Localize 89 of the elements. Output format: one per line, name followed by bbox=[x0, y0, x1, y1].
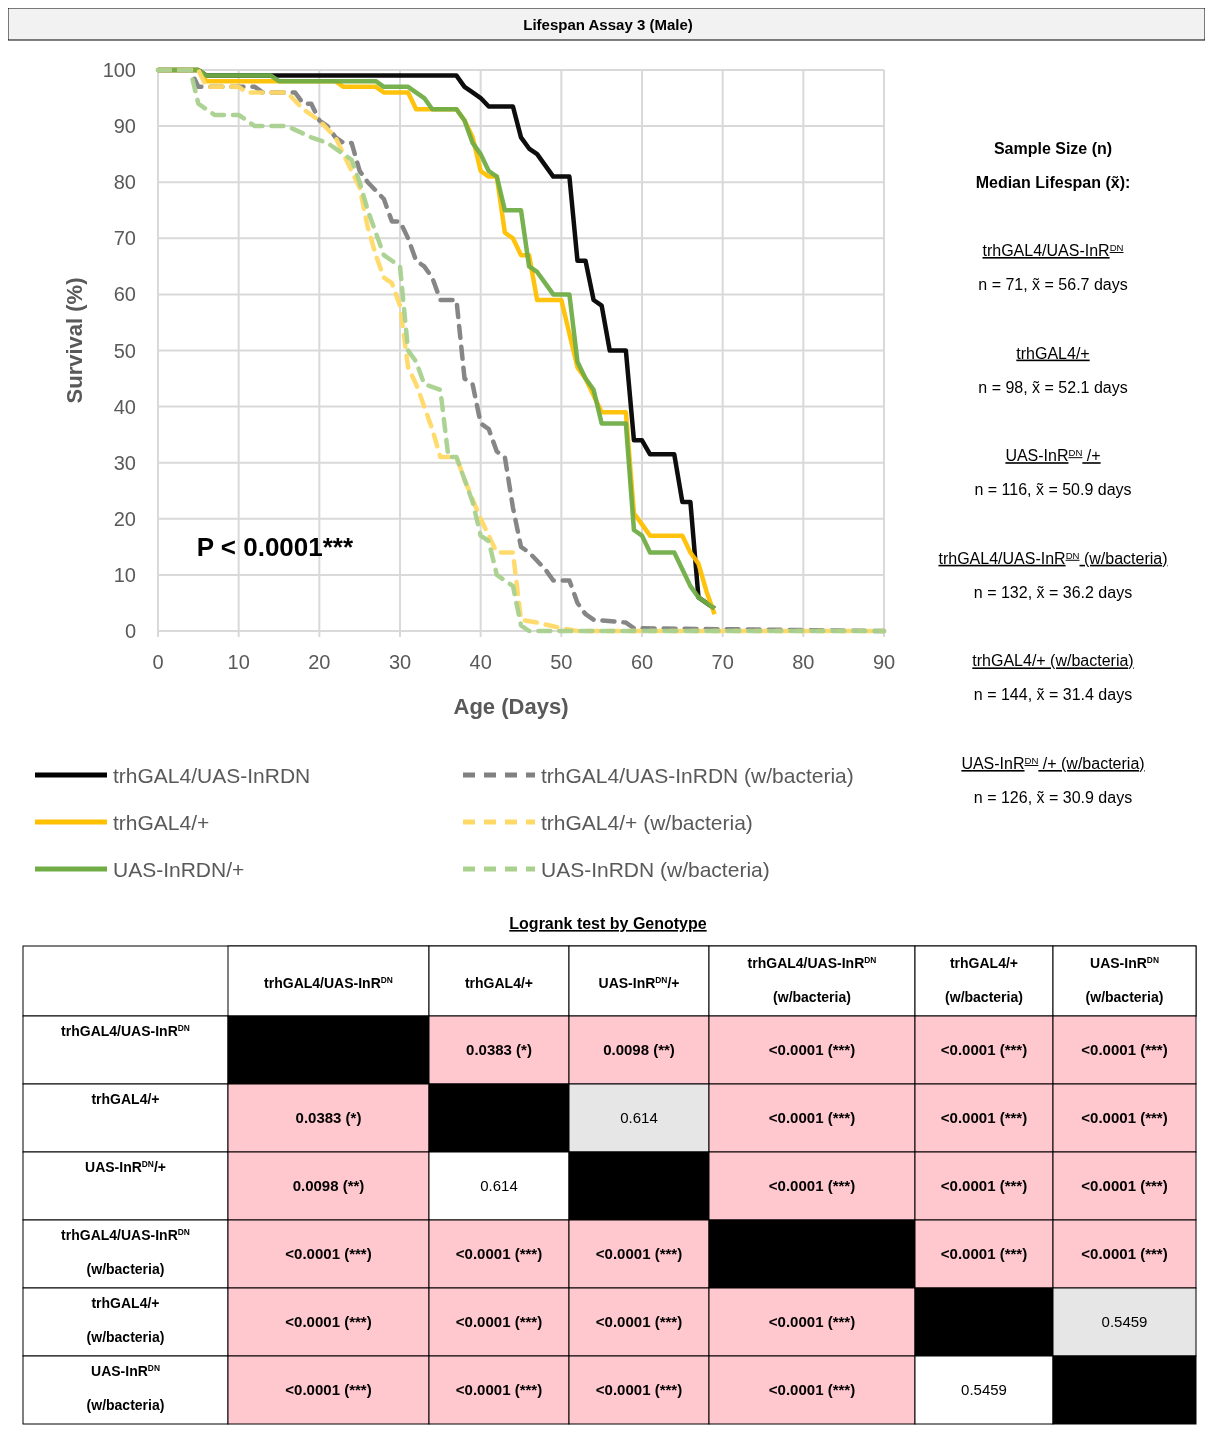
text: <0.0001 (***) bbox=[455, 1313, 543, 1330]
category-label: UAS-InR$^{DN}$ (w/bacteria) bbox=[86, 1363, 165, 1413]
category-label: trhGAL4/UAS-InR$^{DN}$ (w/bacteria) bbox=[61, 1227, 190, 1277]
y-tick-label: 80 bbox=[113, 171, 136, 194]
y-tick-label: 0 bbox=[124, 620, 136, 642]
text: <0.0001 (***) bbox=[1081, 1177, 1168, 1194]
text: 0.614 bbox=[620, 1109, 658, 1126]
text: <0.0001 (***) bbox=[768, 1177, 856, 1194]
chart-title: Lifespan Assay 3 (Male) bbox=[523, 16, 693, 33]
x-tick-label: 30 bbox=[388, 651, 412, 673]
text: <0.0001 (***) bbox=[595, 1313, 683, 1330]
legend-label: UAS-InRDN (w/bacteria) bbox=[541, 858, 770, 881]
text: n = 98, x̃ = 52.1 days bbox=[978, 378, 1128, 396]
text: <0.0001 (***) bbox=[940, 1245, 1028, 1262]
text: <0.0001 (***) bbox=[768, 1041, 856, 1058]
text: trhGAL4/UAS-InR$^{DN}$ bbox=[982, 241, 1124, 259]
category-label: UAS-InR$^{DN}$/+ bbox=[598, 975, 680, 991]
y-axis-title: Survival (%) bbox=[62, 277, 87, 404]
text: Logrank test by Genotype bbox=[509, 915, 707, 932]
text: 0.5459 bbox=[1101, 1313, 1148, 1330]
legend-label: trhGAL4/+ bbox=[113, 811, 210, 834]
x-tick-label: 20 bbox=[308, 651, 331, 673]
line-series bbox=[155, 67, 887, 634]
text: trhGAL4/+ bbox=[1016, 344, 1090, 362]
y-tick-label: 50 bbox=[113, 339, 136, 362]
x-tick-label: 0 bbox=[152, 651, 164, 673]
y-tick-label: 60 bbox=[113, 283, 136, 306]
text: n = 116, x̃ = 50.9 days bbox=[974, 481, 1132, 499]
text: <0.0001 (***) bbox=[940, 1041, 1028, 1058]
text: n = 132, x̃ = 36.2 days bbox=[973, 583, 1133, 601]
text: <0.0001 (***) bbox=[455, 1245, 543, 1262]
x-tick-label: 80 bbox=[792, 651, 815, 673]
x-tick-label: 50 bbox=[550, 651, 573, 673]
category-label: trhGAL4/UAS-InR$^{DN}$ (w/bacteria) bbox=[747, 955, 877, 1005]
annotation: P < 0.0001*** bbox=[196, 531, 354, 562]
text: UAS-InR$^{DN}$ /+ bbox=[1005, 446, 1101, 465]
x-axis-title: Age (Days) bbox=[453, 694, 569, 719]
category-label: UAS-InR$^{DN}$ (w/bacteria) bbox=[1085, 955, 1164, 1005]
text: <0.0001 (***) bbox=[768, 1313, 856, 1330]
text: 0.614 bbox=[480, 1177, 518, 1194]
y-tick-label: 90 bbox=[113, 115, 136, 138]
text: <0.0001 (***) bbox=[285, 1313, 372, 1330]
category-label: trhGAL4/+ (w/bacteria) bbox=[86, 1295, 165, 1345]
text: Sample Size (n) bbox=[993, 140, 1113, 157]
text: <0.0001 (***) bbox=[768, 1109, 856, 1126]
x-tick-label: 70 bbox=[711, 651, 734, 673]
y-tick-label: 40 bbox=[113, 395, 136, 418]
text: <0.0001 (***) bbox=[1081, 1041, 1168, 1058]
y-tick-label: 100 bbox=[102, 59, 136, 81]
text: <0.0001 (***) bbox=[940, 1177, 1028, 1194]
legend-label: UAS-InRDN/+ bbox=[113, 858, 245, 881]
text: UAS-InR$^{DN}$ /+ (w/bacteria) bbox=[961, 754, 1145, 772]
category-label: trhGAL4/+ (w/bacteria) bbox=[945, 955, 1023, 1005]
text: 0.0383 (*) bbox=[466, 1041, 532, 1058]
text: 0.0098 (**) bbox=[292, 1177, 365, 1194]
x-tick-label: 90 bbox=[872, 651, 896, 673]
text: <0.0001 (***) bbox=[595, 1381, 683, 1398]
text: n = 144, x̃ = 31.4 days bbox=[973, 686, 1133, 704]
legend-label: trhGAL4/+ (w/bacteria) bbox=[541, 811, 753, 834]
category-label: trhGAL4/+ bbox=[464, 975, 534, 991]
category-label: trhGAL4/+ bbox=[91, 1091, 160, 1107]
text: 0.0098 (**) bbox=[603, 1041, 675, 1058]
text: <0.0001 (***) bbox=[1081, 1245, 1168, 1262]
text: <0.0001 (***) bbox=[285, 1381, 372, 1398]
text: <0.0001 (***) bbox=[1081, 1109, 1168, 1126]
y-tick-label: 30 bbox=[113, 451, 136, 474]
category-label: trhGAL4/UAS-InR$^{DN}$ bbox=[264, 975, 393, 991]
legend-label: trhGAL4/UAS-InRDN bbox=[113, 764, 311, 787]
text: Median Lifespan (x̃): bbox=[975, 174, 1131, 191]
category-label: trhGAL4/UAS-InR$^{DN}$ bbox=[61, 1023, 190, 1039]
x-tick-label: 60 bbox=[630, 651, 654, 673]
y-tick-label: 20 bbox=[113, 507, 136, 530]
text: n = 71, x̃ = 56.7 days bbox=[978, 276, 1128, 293]
text: <0.0001 (***) bbox=[768, 1381, 856, 1398]
legend-label: trhGAL4/UAS-InRDN (w/bacteria) bbox=[541, 764, 854, 787]
y-tick-label: 70 bbox=[113, 227, 136, 250]
text: <0.0001 (***) bbox=[595, 1245, 683, 1262]
text: <0.0001 (***) bbox=[940, 1109, 1028, 1126]
x-tick-label: 10 bbox=[227, 651, 250, 673]
text: n = 126, x̃ = 30.9 days bbox=[973, 789, 1133, 806]
y-tick-label: 10 bbox=[113, 563, 136, 586]
text: 0.5459 bbox=[961, 1381, 1007, 1398]
category-label: UAS-InR$^{DN}$/+ bbox=[85, 1159, 166, 1175]
text: <0.0001 (***) bbox=[285, 1245, 372, 1262]
text: trhGAL4/+ (w/bacteria) bbox=[972, 652, 1134, 670]
text: 0.0383 (*) bbox=[295, 1109, 362, 1126]
text: trhGAL4/UAS-InR$^{DN}$ (w/bacteria) bbox=[938, 549, 1168, 567]
text: <0.0001 (***) bbox=[455, 1381, 543, 1398]
x-tick-label: 40 bbox=[469, 651, 492, 673]
